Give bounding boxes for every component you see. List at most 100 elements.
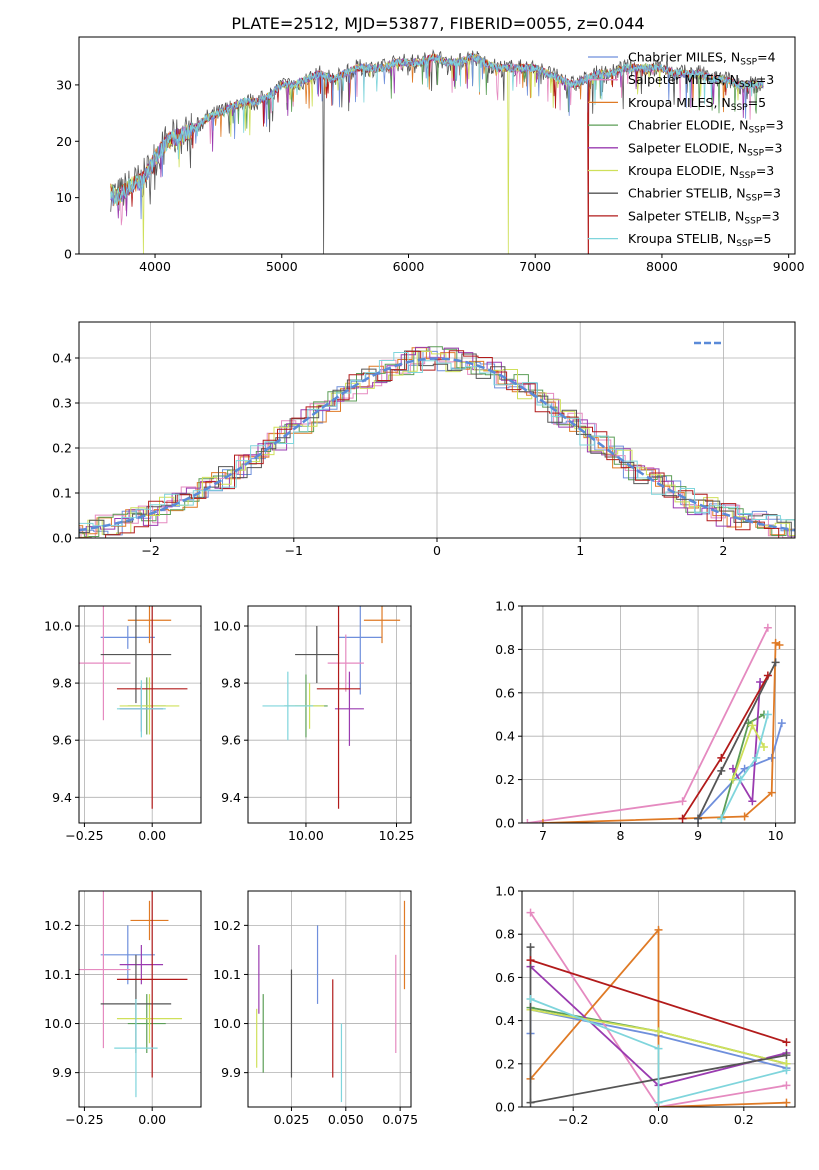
weight_vs_age-ytick-label: 0.2	[495, 772, 515, 787]
residuals-ytick-label: 0.4	[52, 351, 72, 366]
weight_vs_age-line	[697, 722, 783, 820]
weight_vs_age-marker	[717, 753, 726, 762]
legend-sub: SSP	[739, 80, 756, 90]
residuals-series	[79, 346, 795, 538]
mass_vs_EBV-ytick-label: 10.2	[213, 918, 241, 933]
legend-sub: SSP	[748, 126, 765, 136]
mass_vs_EBV-points	[256, 900, 406, 1103]
age_vs_Z-axes	[75, 606, 201, 827]
weight_vs_Z-ytick-label: 1.0	[495, 884, 515, 899]
weight_vs_age-marker	[740, 812, 749, 821]
weight_vs_age-xtick-label: 9	[694, 828, 702, 843]
weight_vs_Z-line	[530, 959, 787, 1044]
spectrum-ytick-label: 0	[64, 247, 72, 262]
weight_vs_age-marker	[756, 677, 765, 686]
residuals-frame	[78, 321, 796, 539]
legend-entry: Chabrier STELIB, NSSP=3	[628, 186, 781, 204]
mass_vs_EBV-ytick-label: 10.1	[213, 967, 241, 982]
mass_vs_Z-axes	[75, 891, 201, 1111]
weight_vs_age-marker	[763, 710, 772, 719]
age_vs_mass-axes	[244, 606, 411, 827]
residuals-gaussian-curve	[79, 357, 795, 532]
mass_vs_EBV-xtick-label: 0.075	[382, 1112, 418, 1127]
spectrum-xtick-label: 7000	[519, 259, 551, 274]
weight_vs_Z-marker	[782, 1066, 791, 1075]
legend-sub: SSP	[736, 239, 753, 249]
age_vs_Z-frame	[78, 605, 202, 824]
weight_vs_Z-marker	[782, 1098, 791, 1107]
weight_vs_age-marker	[736, 775, 745, 784]
age_vs_Z-points	[79, 606, 188, 809]
weight_vs_age-ytick-label: 0.0	[495, 816, 515, 831]
residuals-ytick-label: 0.2	[52, 441, 72, 456]
weight_vs_age-marker	[763, 671, 772, 680]
weight_vs_Z-marker	[782, 1038, 791, 1047]
legend-label: Salpeter ELODIE, N	[628, 140, 747, 155]
mass_vs_EBV-ytick-label: 9.9	[221, 1065, 241, 1080]
mass_vs_EBV-ytick-label: 10.0	[213, 1016, 241, 1031]
weight_vs_Z-ytick-label: 0.0	[495, 1100, 515, 1115]
weight_vs_age-marker	[775, 641, 784, 650]
weight_vs_age-marker	[538, 819, 547, 823]
mass_vs_EBV-axes	[244, 891, 411, 1111]
age_vs_Z-ytick-label: 9.4	[52, 790, 72, 805]
weight_vs_Z-line	[530, 998, 787, 1104]
weight_vs_age-marker	[523, 819, 532, 823]
residuals-hist-kroupa-miles	[79, 347, 795, 536]
spectrum-series	[110, 49, 764, 254]
age_vs_Z-xtick-label: −0.25	[65, 828, 103, 843]
legend-entry: Salpeter STELIB, NSSP=3	[628, 208, 780, 226]
spectrum-ytick-label: 20	[56, 134, 72, 149]
age_vs_Z-ytick-label: 10.0	[44, 618, 72, 633]
weight_vs_age-marker	[763, 623, 772, 632]
weight_vs_Z-xtick-label: −0.2	[558, 1112, 588, 1127]
spectrum-xtick-label: 8000	[646, 259, 678, 274]
weight_vs_age-line	[732, 723, 765, 780]
legend-label: Chabrier MILES, N	[628, 50, 740, 65]
mass_vs_EBV-frame	[247, 890, 412, 1108]
legend-suffix: =5	[748, 95, 766, 110]
weight_vs_age-marker	[759, 743, 768, 752]
age_vs_Z-xtick-label: 0.00	[138, 828, 166, 843]
mass_vs_Z-frame	[78, 890, 202, 1108]
legend-suffix: =3	[756, 163, 774, 178]
weight_vs_age-ytick-label: 1.0	[495, 599, 515, 614]
weight_vs_age-marker	[740, 764, 749, 773]
legend-entry: Chabrier MILES, NSSP=4	[628, 50, 776, 68]
weight_vs_age-line	[527, 627, 769, 823]
weight_vs_age-line	[720, 714, 769, 820]
legend-sub: SSP	[744, 216, 761, 226]
age_vs_mass-ytick-label: 9.6	[221, 733, 241, 748]
legend-entry: Chabrier ELODIE, NSSP=3	[628, 118, 784, 136]
weight_vs_Z-marker	[782, 1051, 791, 1060]
legend-label: Kroupa ELODIE, N	[628, 163, 739, 178]
weight_vs_age-marker	[771, 658, 780, 667]
residuals-hist-salpeter-stelib	[79, 350, 795, 538]
weight_vs_age-xtick-label: 8	[617, 828, 625, 843]
residuals-xtick-label: −1	[285, 543, 303, 558]
mass_vs_Z-ytick-label: 9.9	[52, 1065, 72, 1080]
legend-sub: SSP	[739, 171, 756, 181]
weight_vs_age-marker	[728, 775, 737, 784]
spectrum-line-kroupa-stelib	[110, 53, 764, 206]
residuals-xtick-label: −2	[141, 543, 159, 558]
mass_vs_Z-xtick-label: −0.25	[65, 1112, 103, 1127]
legend-entry: Kroupa ELODIE, NSSP=3	[628, 163, 774, 181]
age_vs_mass-points	[262, 606, 401, 809]
weight_vs_Z-line	[529, 912, 787, 1107]
age_vs_Z-ytick-label: 9.8	[52, 676, 72, 691]
legend-sub: SSP	[747, 148, 764, 158]
spectrum-xtick-label: 4000	[139, 259, 171, 274]
legend-suffix: =4	[757, 50, 775, 65]
weight_vs_age-xtick-label: 10	[768, 828, 784, 843]
mass_vs_Z-xtick-label: 0.00	[138, 1112, 166, 1127]
residuals-xtick-label: 1	[576, 543, 584, 558]
weight_vs_age-marker	[748, 721, 757, 730]
mass_vs_EBV-xtick-label: 0.050	[328, 1112, 364, 1127]
weight_vs_age-line	[697, 661, 777, 820]
residuals-ytick-label: 0.3	[52, 396, 72, 411]
weight_vs_Z-ytick-label: 0.4	[495, 1013, 515, 1028]
weight_vs_age-marker	[777, 719, 786, 728]
weight_vs_Z-xtick-label: 0.2	[734, 1112, 754, 1127]
weight_vs_Z-marker	[654, 925, 663, 934]
